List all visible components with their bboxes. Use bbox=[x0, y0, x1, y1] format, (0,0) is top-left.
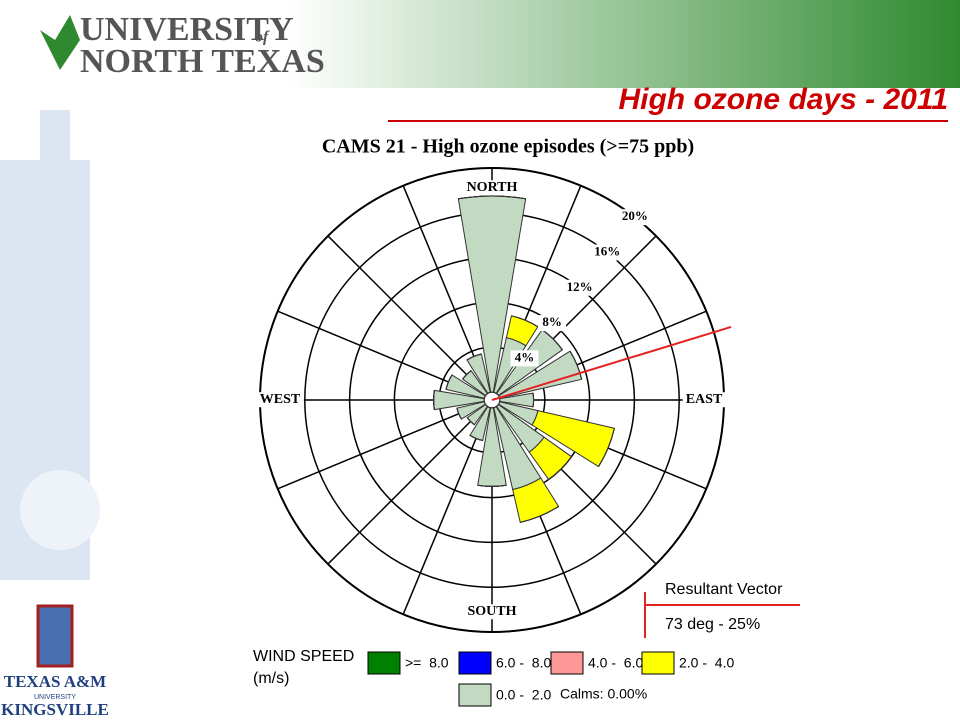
petal bbox=[548, 456, 572, 480]
petal bbox=[445, 374, 453, 390]
ring-label-bg bbox=[620, 209, 649, 226]
direction-label-bg bbox=[464, 604, 520, 620]
spoke bbox=[327, 405, 487, 565]
petal bbox=[520, 506, 559, 523]
direction-label-bg bbox=[256, 392, 304, 408]
ring-label-bg bbox=[538, 315, 567, 332]
direction-label: SOUTH bbox=[467, 604, 516, 619]
ring-label: 20% bbox=[622, 208, 648, 223]
legend-title: WIND SPEED bbox=[253, 648, 354, 665]
legend-label: 4.0 - 6.0 bbox=[588, 655, 643, 671]
legend-swatch bbox=[641, 651, 675, 675]
legend-swatch bbox=[458, 651, 492, 675]
legend-swatch bbox=[550, 651, 584, 675]
logo-text: of bbox=[255, 29, 270, 46]
legend-label: >= 8.0 bbox=[405, 655, 449, 671]
ring-label-bg bbox=[593, 244, 622, 261]
resultant-box bbox=[640, 578, 808, 640]
direction-label-bg bbox=[682, 392, 726, 408]
direction-label-bg bbox=[463, 180, 521, 196]
direction-label: NORTH bbox=[467, 180, 518, 195]
petal bbox=[477, 484, 507, 487]
spoke bbox=[402, 407, 490, 615]
legend-label: 2.0 - 4.0 bbox=[679, 655, 734, 671]
logo-text: UNIVERSITY bbox=[34, 694, 76, 701]
ring-label: 4% bbox=[515, 349, 535, 364]
legend-swatch bbox=[367, 651, 401, 675]
eagle-logo bbox=[10, 10, 80, 70]
ring-label-bg bbox=[510, 350, 539, 367]
direction-label: EAST bbox=[686, 392, 723, 407]
legend-title: (m/s) bbox=[253, 670, 289, 687]
legend-label: 6.0 - 8.0 bbox=[496, 655, 551, 671]
ring-label: 8% bbox=[542, 314, 562, 329]
slide-title: High ozone days - 2011 bbox=[618, 83, 948, 116]
header-band bbox=[0, 0, 960, 88]
chart-title: CAMS 21 - High ozone episodes (>=75 ppb) bbox=[322, 136, 694, 158]
petal bbox=[466, 353, 482, 361]
petal bbox=[532, 393, 535, 407]
spoke bbox=[327, 235, 487, 395]
logo-text: UNIVERSITY bbox=[80, 11, 294, 48]
ring-label: 16% bbox=[594, 243, 620, 258]
calms-label: Calms: 0.00% bbox=[560, 686, 647, 702]
logo-text: KINGSVILLE bbox=[1, 700, 109, 719]
resultant-title: Resultant Vector bbox=[665, 581, 783, 598]
ring-label-bg bbox=[565, 279, 594, 296]
logo-text: NORTH TEXAS bbox=[80, 43, 325, 80]
ring-label: 12% bbox=[567, 279, 593, 294]
tamuk-shield bbox=[36, 604, 74, 668]
watermark bbox=[0, 110, 100, 580]
direction-label: WEST bbox=[260, 392, 301, 407]
legend-swatch bbox=[458, 683, 492, 707]
resultant-label: 73 deg - 25% bbox=[665, 616, 760, 633]
resultant-vector bbox=[491, 325, 732, 401]
logo-text: TEXAS A&M bbox=[4, 672, 106, 691]
legend-label: 0.0 - 2.0 bbox=[496, 687, 551, 703]
spoke bbox=[277, 402, 485, 490]
